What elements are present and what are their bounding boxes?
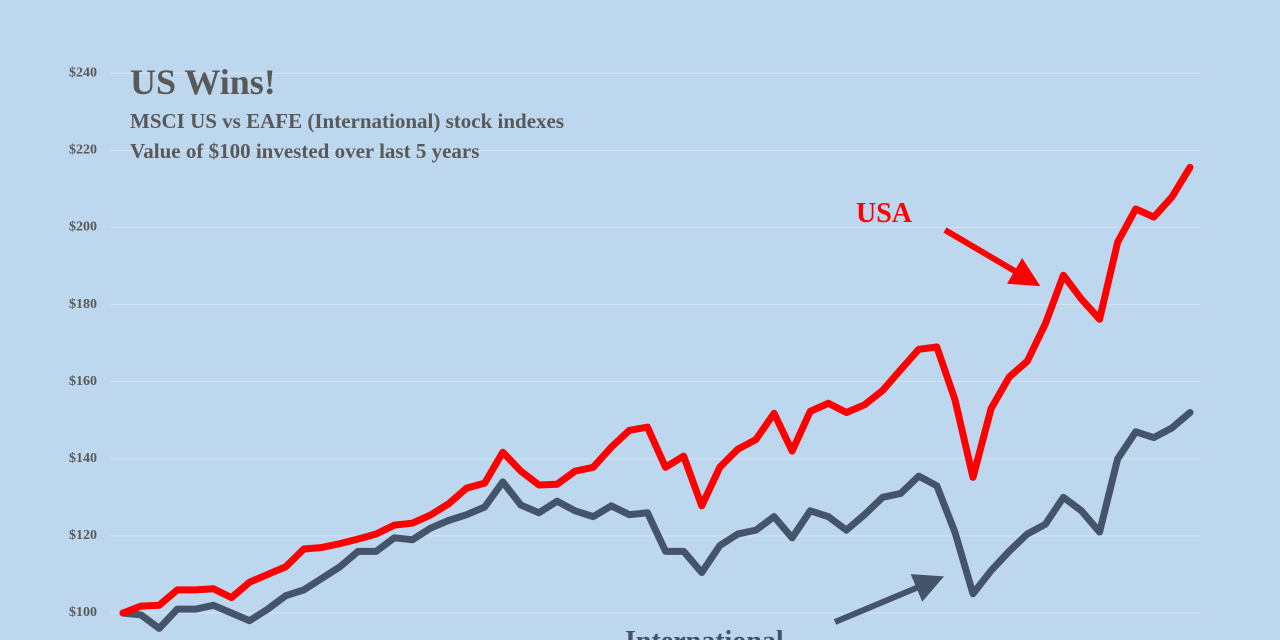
annotation-arrow (833, 574, 945, 625)
annotation-arrow (943, 227, 1041, 287)
line (119, 409, 1194, 632)
chart-title: US Wins! (130, 62, 276, 102)
y-tick-label: $240 (69, 65, 97, 80)
y-tick-label: $220 (69, 143, 97, 158)
chart-subtitle: Value of $100 invested over last 5 years (130, 139, 479, 163)
y-tick-label: $200 (69, 220, 97, 235)
y-tick-label: $100 (69, 605, 97, 620)
annotation: International (625, 626, 784, 640)
y-tick-label: $140 (69, 451, 97, 466)
line (119, 163, 1194, 617)
y-tick-label: $160 (69, 374, 97, 389)
y-tick-label: $180 (69, 297, 97, 312)
annotation: USA (856, 198, 913, 229)
chart-subtitle: MSCI US vs EAFE (International) stock in… (130, 109, 564, 133)
y-tick-label: $120 (69, 528, 97, 543)
